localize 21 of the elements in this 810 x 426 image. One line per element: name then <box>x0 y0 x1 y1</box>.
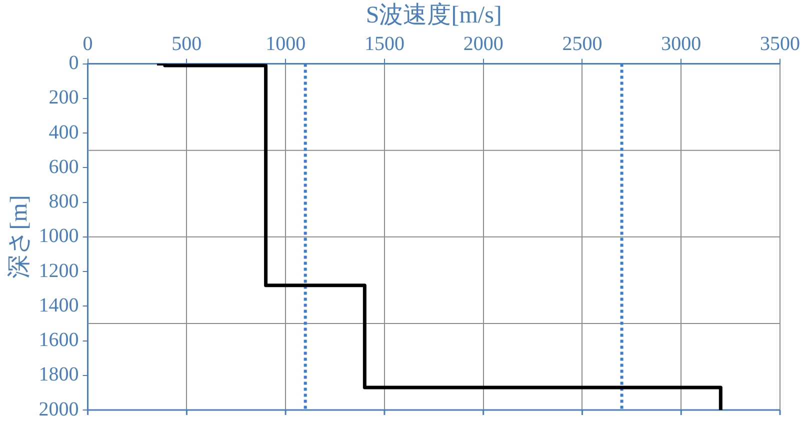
x-tick-label: 2500 <box>562 33 602 56</box>
x-tick-label: 500 <box>172 33 202 56</box>
y-tick-label: 400 <box>48 121 79 144</box>
x-tick-label: 1500 <box>364 33 404 56</box>
y-tick-label: 1200 <box>38 260 79 282</box>
x-tick-label: 3000 <box>661 33 702 56</box>
y-tick-label: 1800 <box>38 364 79 386</box>
y-tick-label: 600 <box>48 156 79 178</box>
y-tick-label: 0 <box>68 52 79 74</box>
x-tick-label: 2000 <box>463 33 504 56</box>
y-tick-label: 1000 <box>38 225 79 248</box>
x-tick-label: 3500 <box>760 33 800 56</box>
y-axis-title: 深さ[m] <box>6 195 33 279</box>
x-tick-label: 1000 <box>266 33 306 56</box>
y-tick-label: 1400 <box>38 294 79 316</box>
y-tick-label: 800 <box>48 190 79 213</box>
x-axis-title: S波速度[m/s] <box>366 2 502 29</box>
y-tick-label: 1600 <box>38 329 79 352</box>
y-tick-label: 2000 <box>38 398 79 420</box>
x-tick-label: 0 <box>82 33 93 56</box>
y-tick-label: 200 <box>48 86 79 109</box>
